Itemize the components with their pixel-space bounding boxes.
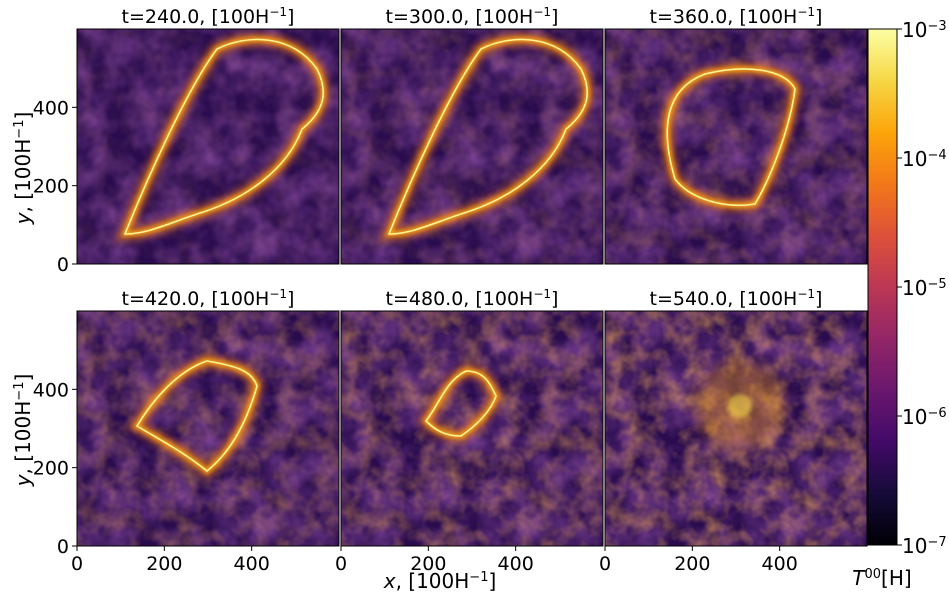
panel-5-xtick-200: 200 (410, 553, 446, 575)
panel-2: t=300.0, [100H−1] (340, 5, 604, 265)
panel-6-xtick-200: 200 (674, 553, 710, 575)
y-axis-label-top: y, [100H−1] (11, 112, 35, 226)
panels-group: t=240.0, [100H−1] 0 200 400 t=300.0, [100H−1… (33, 5, 868, 575)
panel-3: t=360.0, [100H−1] (604, 5, 868, 265)
panel-6-xtick-0: 0 (599, 553, 611, 575)
colorbar-tick-−4: 10−4 (902, 147, 947, 171)
panel-1-ytick-200: 200 (33, 176, 69, 198)
x-axis-label: x, [100H−1] (383, 569, 497, 593)
panel-4-xtick-0: 0 (71, 553, 83, 575)
panel-3-heatmap (605, 29, 867, 264)
colorbar-gradient (867, 28, 898, 546)
panel-4-xtick-200: 200 (146, 553, 182, 575)
panel-6-title: t=540.0, [100H−1] (650, 287, 823, 310)
panel-4-heatmap (77, 311, 339, 546)
panel-1-title: t=240.0, [100H−1] (122, 5, 295, 28)
colorbar-tick-−7: 10−7 (902, 534, 947, 558)
panel-6-heatmap (605, 311, 867, 546)
y-axis-label-bottom: y, [100H−1] (11, 374, 35, 488)
panel-1-ytick-400: 400 (33, 97, 69, 119)
panel-4-ytick-0: 0 (57, 536, 69, 558)
panel-5-xtick-0: 0 (335, 553, 347, 575)
panel-5-heatmap (341, 311, 603, 546)
panel-4-title: t=420.0, [100H−1] (122, 287, 295, 310)
panel-5-xtick-400: 400 (498, 553, 534, 575)
colorbar-label: T00[H] (852, 566, 911, 590)
panel-1-ytick-0: 0 (57, 254, 69, 276)
colorbar-tick-−3: 10−3 (902, 18, 947, 42)
panel-4-ytick-400: 400 (33, 379, 69, 401)
colorbar-ticks: 10−3 10−4 10−5 10−6 10−7 (897, 18, 947, 558)
panel-2-title: t=300.0, [100H−1] (386, 5, 559, 28)
colorbar-tick-−6: 10−6 (902, 405, 947, 429)
panel-5: t=480.0, [100H−1] 0 200 400 (335, 287, 604, 575)
panel-1: t=240.0, [100H−1] 0 200 400 (33, 5, 340, 276)
panel-3-title: t=360.0, [100H−1] (650, 5, 823, 28)
panel-4-xtick-400: 400 (234, 553, 270, 575)
panel-4: t=420.0, [100H−1] 0 200 400 0 200 400 (33, 287, 340, 575)
panel-4-ytick-200: 200 (33, 458, 69, 480)
panel-6: t=540.0, [100H−1] 0 200 400 (599, 287, 868, 575)
panel-5-title: t=480.0, [100H−1] (386, 287, 559, 310)
colorbar-tick-−5: 10−5 (902, 276, 947, 300)
colorbar: 10−3 10−4 10−5 10−6 10−7 T00[H] (852, 18, 946, 590)
panel-1-heatmap (77, 29, 339, 264)
panel-6-xtick-400: 400 (762, 553, 798, 575)
panel-2-heatmap (341, 29, 603, 264)
